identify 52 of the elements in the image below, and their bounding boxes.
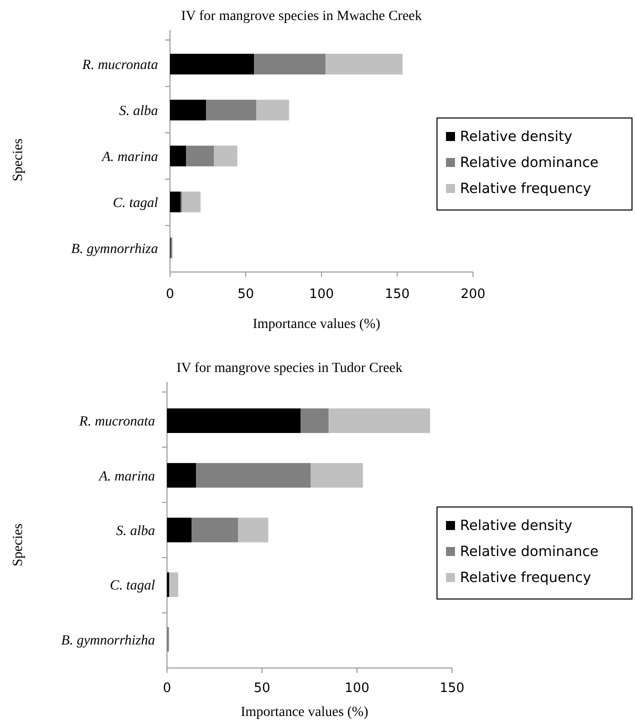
legend-label: Relative frequency <box>460 181 592 197</box>
x-axis-title: Importance values (%) <box>240 705 369 720</box>
legend-label: Relative dominance <box>460 155 599 171</box>
y-tick-label: A. marina <box>101 150 158 165</box>
x-tick-label: 0 <box>162 681 172 696</box>
bar <box>182 192 201 212</box>
x-tick-label: 50 <box>237 287 254 302</box>
x-axis-title: Importance values (%) <box>252 317 381 332</box>
x-tick-label: 150 <box>384 287 410 302</box>
y-axis-title: Species <box>11 524 26 566</box>
bar <box>310 463 363 488</box>
x-tick-label: 200 <box>460 287 486 302</box>
bar <box>170 146 186 166</box>
legend-label: Relative density <box>460 518 572 534</box>
bar <box>186 146 214 166</box>
y-tick-label: S. alba <box>116 524 155 539</box>
bar <box>167 408 301 433</box>
legend-label: Relative dominance <box>460 544 599 560</box>
bar <box>326 54 403 74</box>
y-tick-label: C. tagal <box>112 196 158 211</box>
bar <box>167 463 196 488</box>
chart-title: IV for mangrove species in Tudor Creek <box>176 361 403 376</box>
y-tick-label: R. mucronata <box>81 58 158 74</box>
bar <box>167 518 192 542</box>
y-tick-label: S. alba <box>119 104 158 120</box>
x-tick-label: 0 <box>166 287 174 302</box>
bar <box>328 408 430 433</box>
y-tick-label: R. mucronata <box>78 414 155 430</box>
bar <box>206 100 256 120</box>
bar <box>300 408 329 433</box>
y-tick-label: B. gymnorrhizha <box>61 633 155 648</box>
x-tick-label: 150 <box>440 681 464 696</box>
bar <box>170 100 206 120</box>
y-tick-label: A. marina <box>98 469 155 484</box>
legend-label: Relative density <box>460 129 572 145</box>
bar <box>214 146 238 166</box>
bar <box>254 54 326 74</box>
bar <box>256 100 290 120</box>
x-tick-label: 50 <box>254 681 270 696</box>
chart-title: IV for mangrove species in Mwache Creek <box>181 9 422 24</box>
bar <box>196 463 311 488</box>
bar <box>170 192 181 212</box>
bar <box>170 54 254 74</box>
bar <box>192 518 238 542</box>
y-tick-label: B. gymnorrhiza <box>71 242 158 257</box>
bar <box>238 518 268 542</box>
bar <box>169 572 178 597</box>
y-axis-title: Species <box>11 138 26 182</box>
legend-label: Relative frequency <box>460 570 592 586</box>
x-tick-label: 100 <box>309 287 334 302</box>
y-tick-label: C. tagal <box>110 578 156 594</box>
x-tick-label: 100 <box>344 681 370 696</box>
